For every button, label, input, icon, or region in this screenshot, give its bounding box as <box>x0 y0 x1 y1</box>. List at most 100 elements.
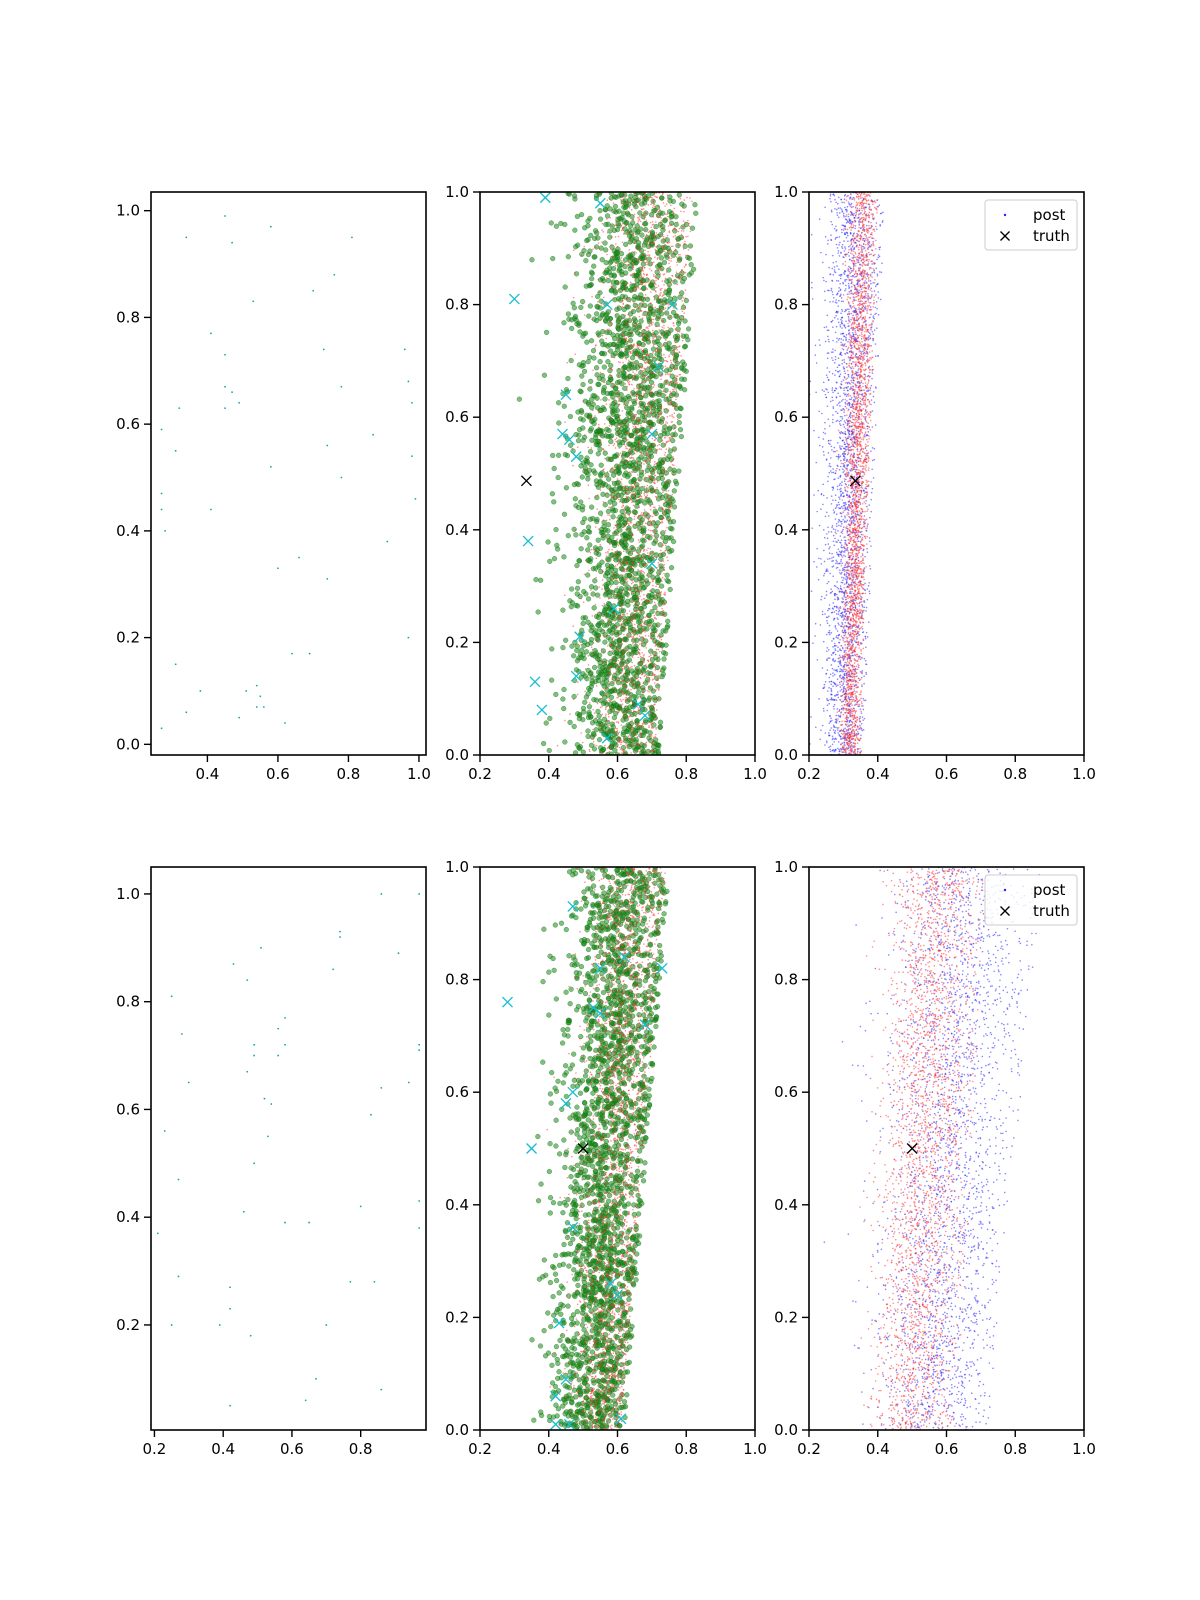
red-cloud-point <box>626 431 629 434</box>
red-cloud-point <box>636 723 639 726</box>
red-cloud-point <box>607 728 610 731</box>
red-cloud-point <box>653 289 656 292</box>
red-cloud-point <box>634 683 637 685</box>
red-cloud-point <box>608 565 610 568</box>
green-cloud-point <box>546 747 552 754</box>
red-cloud-point <box>642 278 644 281</box>
red-cloud-point <box>662 609 665 612</box>
red-cloud-point <box>618 316 620 319</box>
red-cloud-point <box>637 639 640 641</box>
red-cloud-point <box>680 277 683 280</box>
green-cloud-point <box>615 319 621 325</box>
red-cloud-point <box>625 666 627 669</box>
green-cloud-point <box>602 639 608 645</box>
red-cloud-point <box>616 424 619 426</box>
red-cloud-point <box>638 649 641 651</box>
red-cloud-point <box>691 200 693 203</box>
red-cloud-point <box>659 597 661 600</box>
red-cloud-point <box>633 387 635 390</box>
red-cloud-point <box>631 310 634 313</box>
red-cloud-point <box>586 253 589 255</box>
red-cloud-point <box>650 472 653 475</box>
red-cloud-point <box>635 362 637 365</box>
red-cloud-point <box>634 306 636 308</box>
red-cloud-point <box>679 373 682 376</box>
red-cloud-point <box>653 479 656 482</box>
red-cloud-point <box>637 625 639 627</box>
red-cloud-point <box>626 389 628 391</box>
red-cloud-point <box>650 408 653 411</box>
red-cloud-point <box>619 690 622 693</box>
red-cloud-point <box>629 281 632 284</box>
red-cloud-point <box>688 225 691 228</box>
red-cloud-point <box>625 742 627 744</box>
red-cloud-point <box>620 683 622 686</box>
red-cloud-point <box>619 273 622 276</box>
red-cloud-point <box>667 252 670 254</box>
green-cloud-point <box>591 254 597 260</box>
red-cloud-point <box>645 377 648 379</box>
red-cloud-point <box>649 391 652 394</box>
red-cloud-point <box>606 537 608 540</box>
green-cloud-point <box>639 201 645 207</box>
red-cloud-point <box>631 488 634 490</box>
red-cloud-point <box>655 449 657 452</box>
axes-frame <box>150 191 427 756</box>
red-cloud-point <box>622 617 625 620</box>
red-cloud-point <box>678 330 681 333</box>
red-cloud-point <box>633 623 636 626</box>
red-cloud-point <box>628 652 631 655</box>
x-tick-label: 0.8 <box>674 765 698 783</box>
red-cloud-point <box>658 310 661 313</box>
red-cloud-point <box>634 615 637 618</box>
red-cloud-point <box>653 519 655 522</box>
green-cloud-point <box>597 290 603 296</box>
red-cloud-point <box>634 486 637 488</box>
red-cloud-point <box>646 523 649 525</box>
red-cloud-point <box>602 486 605 488</box>
red-cloud-point <box>627 336 630 339</box>
red-cloud-point <box>643 273 646 276</box>
red-cloud-point <box>612 385 615 387</box>
red-cloud-point <box>645 257 647 260</box>
points-layer <box>508 192 699 755</box>
red-cloud-point <box>682 230 685 232</box>
red-cloud-point <box>614 680 616 683</box>
red-cloud-point <box>643 549 645 551</box>
red-cloud-point <box>659 351 661 353</box>
red-cloud-point <box>643 492 645 495</box>
red-cloud-point <box>633 523 635 526</box>
red-cloud-point <box>623 402 626 405</box>
red-cloud-point <box>632 592 635 595</box>
red-cloud-point <box>640 741 642 744</box>
red-cloud-point <box>628 373 631 375</box>
blue-cloud-point <box>827 418 830 421</box>
red-cloud-point <box>582 303 584 305</box>
red-cloud-point <box>631 257 633 260</box>
green-cloud-point <box>554 542 560 549</box>
red-cloud-point <box>632 414 634 417</box>
red-cloud-point <box>637 276 640 279</box>
red-cloud-point <box>608 488 611 491</box>
red-cloud-point <box>658 308 661 310</box>
sample-point <box>224 385 226 388</box>
sample-point <box>210 332 212 335</box>
red-cloud-point <box>678 345 680 348</box>
green-cloud-point <box>656 335 662 341</box>
red-cloud-point <box>649 504 651 506</box>
red-cloud-point <box>641 266 644 269</box>
red-cloud-point <box>624 686 626 688</box>
green-cloud-point <box>641 729 647 736</box>
red-cloud-point <box>649 547 651 550</box>
green-cloud-point <box>613 710 619 717</box>
red-cloud-point <box>650 226 653 229</box>
green-cloud-point <box>585 359 591 365</box>
red-cloud-point <box>621 483 623 485</box>
red-cloud-point <box>617 677 620 680</box>
red-cloud-point <box>626 231 628 234</box>
green-cloud-point <box>568 357 574 364</box>
red-cloud-point <box>604 692 607 694</box>
y-tick-label: 1.0 <box>445 183 469 201</box>
red-cloud-point <box>593 549 595 551</box>
red-cloud-point <box>656 236 659 238</box>
